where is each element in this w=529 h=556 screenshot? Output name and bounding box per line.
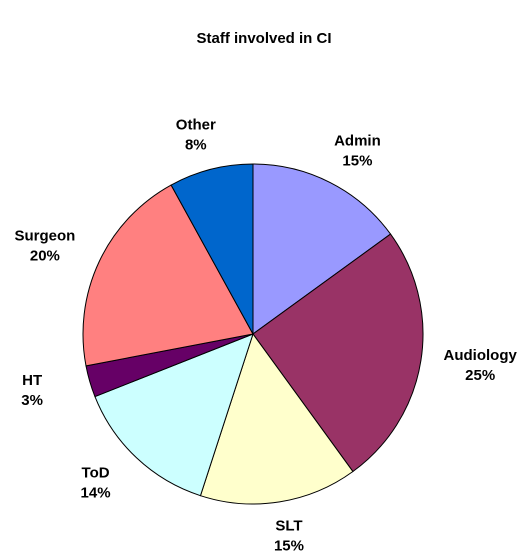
slice-label: ToD: [82, 464, 110, 481]
slice-value-label: 8%: [185, 136, 207, 153]
pie-slice: [94, 333, 254, 497]
slice-value-label: 15%: [342, 152, 372, 169]
pie-slice: [170, 163, 254, 335]
slice-label: HT: [22, 372, 42, 389]
slice-value-label: 3%: [21, 392, 43, 409]
pie-slice: [252, 163, 392, 335]
slice-label: Surgeon: [14, 228, 75, 245]
pie-slice: [199, 332, 354, 505]
slice-label: Audiology: [444, 347, 518, 364]
pie-slice: [82, 184, 254, 367]
chart-title: Staff involved in CI: [196, 30, 331, 47]
slice-value-label: 15%: [274, 537, 304, 554]
slice-label: SLT: [275, 517, 302, 534]
slice-label: Admin: [334, 132, 381, 149]
slice-label: Other: [176, 116, 216, 133]
slice-value-label: 25%: [465, 367, 495, 384]
slice-value-label: 14%: [81, 484, 111, 501]
slice-value-label: 20%: [30, 248, 60, 265]
pie-slice: [252, 233, 424, 473]
